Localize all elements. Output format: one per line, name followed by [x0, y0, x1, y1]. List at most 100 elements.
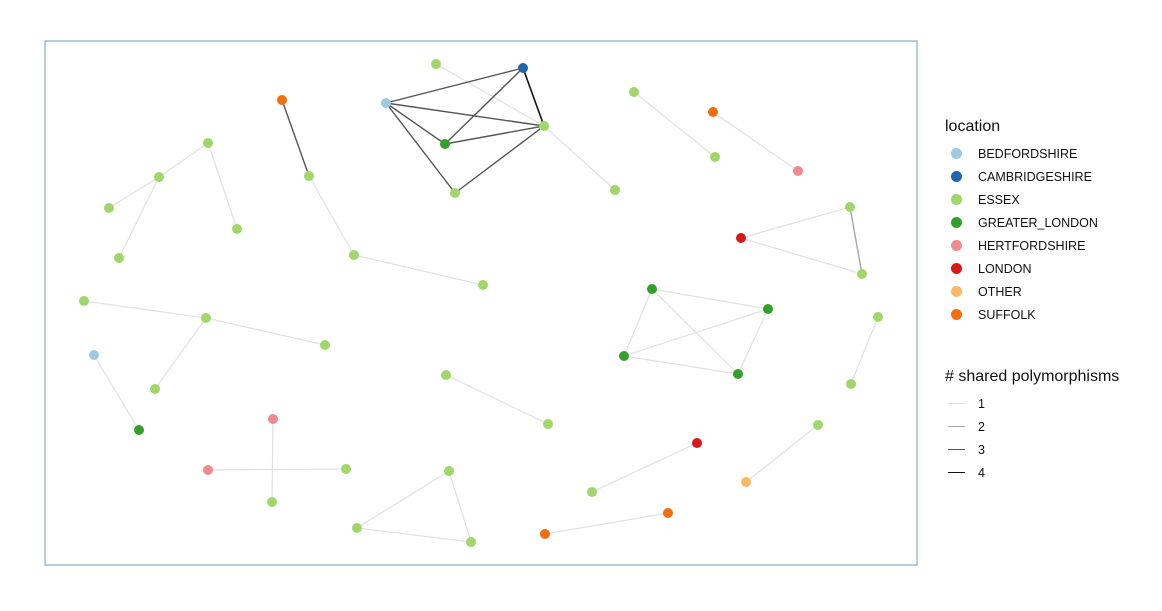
node-greater-london — [733, 369, 743, 379]
node-greater-london — [763, 304, 773, 314]
location-legend-key — [945, 188, 971, 211]
node-other — [741, 477, 751, 487]
edge-legend-label: 1 — [978, 396, 985, 411]
edge — [740, 237, 863, 275]
edge — [591, 442, 698, 493]
node-essex — [629, 87, 639, 97]
node-essex — [341, 464, 351, 474]
edge — [454, 125, 545, 194]
edge-legend-label: 4 — [978, 465, 985, 480]
edge-legend-key — [945, 461, 971, 484]
node-hertfordshire — [203, 465, 213, 475]
edges — [83, 63, 879, 543]
location-legend-item: OTHER — [945, 280, 1098, 303]
node-essex — [610, 185, 620, 195]
edge — [651, 288, 769, 310]
edge — [737, 308, 769, 375]
node-essex — [320, 340, 330, 350]
node-greater-london — [134, 425, 144, 435]
edge — [623, 355, 739, 375]
node-essex — [873, 312, 883, 322]
edge-legend-item: 1 — [945, 392, 1119, 415]
edge — [83, 300, 207, 319]
node-essex — [845, 202, 855, 212]
node-essex — [352, 523, 362, 533]
edge-legend-key — [945, 392, 971, 415]
location-legend-item: BEDFORDSHIRE — [945, 142, 1098, 165]
node-essex — [543, 419, 553, 429]
node-essex — [450, 188, 460, 198]
edge — [385, 102, 545, 127]
node-hertfordshire — [793, 166, 803, 176]
node-essex — [466, 537, 476, 547]
location-legend-label: SUFFOLK — [978, 307, 1036, 322]
location-legend-label: ESSEX — [978, 192, 1020, 207]
node-suffolk — [663, 508, 673, 518]
edge-legend-key — [945, 438, 971, 461]
location-legend-label: LONDON — [978, 261, 1032, 276]
location-legend-label: CAMBRIDGESHIRE — [978, 169, 1092, 184]
edge — [308, 175, 355, 256]
nodes — [79, 59, 883, 547]
edge — [385, 102, 456, 194]
location-legend-key — [945, 234, 971, 257]
edge — [444, 67, 524, 145]
edge — [448, 470, 472, 543]
node-essex — [304, 171, 314, 181]
location-legend-key — [945, 211, 971, 234]
edge — [281, 99, 310, 177]
node-essex — [150, 384, 160, 394]
edge — [385, 67, 524, 104]
edge-legend-item: 3 — [945, 438, 1119, 461]
location-legend-key — [945, 165, 971, 188]
location-legend-item: ESSEX — [945, 188, 1098, 211]
node-essex — [79, 296, 89, 306]
node-essex — [857, 269, 867, 279]
location-legend: location BEDFORDSHIRE CAMBRIDGESHIRE ESSEX… — [945, 118, 1098, 326]
node-essex — [431, 59, 441, 69]
edge-weight-legend-title: # shared polymorphisms — [945, 368, 1120, 385]
edge — [745, 424, 819, 483]
node-greater-london — [647, 284, 657, 294]
edge — [740, 206, 851, 239]
edge — [522, 67, 545, 127]
node-suffolk — [277, 95, 287, 105]
edge-weight-legend: # shared polymorphisms 1 2 3 4 — [945, 368, 1119, 484]
node-essex — [201, 313, 211, 323]
node-essex — [232, 224, 242, 234]
edge — [435, 63, 545, 127]
edge — [353, 254, 484, 286]
location-legend-label: HERTFORDSHIRE — [978, 238, 1086, 253]
node-greater-london — [440, 139, 450, 149]
node-essex — [846, 379, 856, 389]
edge — [445, 374, 549, 425]
node-essex — [114, 253, 124, 263]
node-essex — [478, 280, 488, 290]
edge — [849, 206, 863, 275]
node-essex — [154, 172, 164, 182]
location-legend-item: SUFFOLK — [945, 303, 1098, 326]
edge — [205, 317, 326, 346]
edge — [385, 102, 446, 145]
edge — [108, 176, 160, 209]
edge — [543, 125, 616, 191]
node-cambridgeshire — [518, 63, 528, 73]
node-london — [736, 233, 746, 243]
edge — [158, 142, 209, 178]
edge-legend-item: 2 — [945, 415, 1119, 438]
node-suffolk — [708, 107, 718, 117]
node-greater-london — [619, 351, 629, 361]
plot-panel — [44, 40, 918, 566]
location-legend-item: GREATER_LONDON — [945, 211, 1098, 234]
edge-legend-item: 4 — [945, 461, 1119, 484]
location-legend-item: CAMBRIDGESHIRE — [945, 165, 1098, 188]
edge — [544, 512, 669, 535]
edge — [118, 176, 160, 259]
node-essex — [587, 487, 597, 497]
node-essex — [104, 203, 114, 213]
node-essex — [441, 370, 451, 380]
node-bedfordshire — [89, 350, 99, 360]
edge — [623, 288, 653, 357]
location-legend-item: HERTFORDSHIRE — [945, 234, 1098, 257]
